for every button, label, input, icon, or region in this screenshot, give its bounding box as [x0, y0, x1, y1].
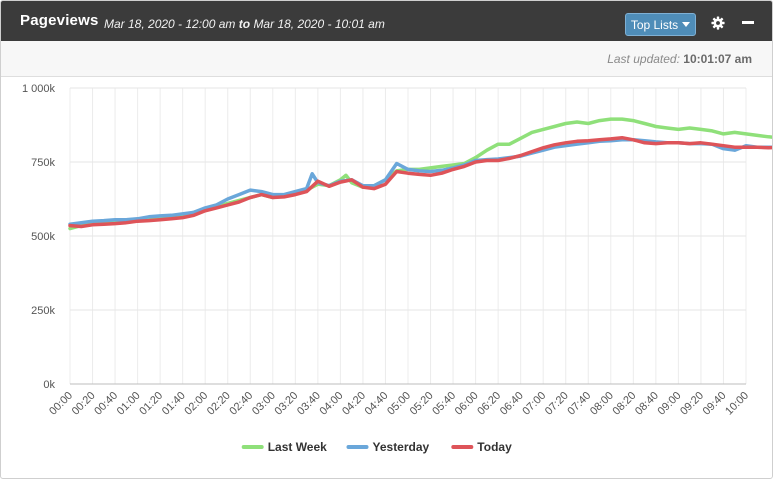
x-tick-label: 07:00 — [520, 390, 548, 418]
last-updated: Last updated: 10:01:07 am — [607, 52, 752, 66]
series-line-today — [68, 135, 772, 229]
x-tick-label: 06:00 — [453, 390, 481, 418]
x-tick-label: 07:20 — [543, 390, 571, 418]
date-range[interactable]: Mar 18, 2020 - 12:00 am to Mar 18, 2020 … — [104, 17, 385, 31]
x-tick-label: 06:40 — [498, 390, 526, 418]
x-tick-label: 09:20 — [678, 390, 706, 418]
range-start: Mar 18, 2020 - 12:00 am — [104, 17, 236, 31]
range-separator: to — [238, 17, 251, 31]
x-tick-label: 05:20 — [408, 390, 436, 418]
legend-label-yesterday: Yesterday — [373, 440, 430, 454]
y-tick-label: 250k — [31, 305, 55, 317]
x-tick-label: 02:00 — [182, 390, 210, 418]
top-lists-label: Top Lists — [630, 17, 679, 32]
x-tick-label: 09:00 — [656, 390, 684, 418]
x-tick-label: 01:40 — [160, 390, 188, 418]
x-tick-label: 05:40 — [430, 390, 458, 418]
x-tick-label: 00:20 — [70, 390, 98, 418]
x-tick-label: 07:40 — [565, 390, 593, 418]
x-tick-label: 04:20 — [340, 390, 368, 418]
x-tick-label: 03:20 — [273, 390, 301, 418]
x-tick-label: 05:00 — [385, 390, 413, 418]
caret-down-icon — [682, 22, 691, 27]
x-tick-label: 02:20 — [205, 390, 233, 418]
minimize-icon[interactable] — [742, 21, 754, 24]
x-tick-label: 06:20 — [475, 390, 503, 418]
last-updated-time: 10:01:07 am — [683, 52, 752, 66]
status-bar: Last updated: 10:01:07 am — [1, 41, 772, 77]
y-tick-label: 500k — [31, 231, 55, 243]
gear-icon[interactable] — [711, 16, 725, 30]
x-tick-label: 00:40 — [92, 390, 120, 418]
pageviews-chart: 00:00 00:20 00:40 01:00 01:20 01:40 02:00 02:20… — [1, 78, 772, 478]
x-tick-label: 01:00 — [115, 390, 143, 418]
x-tick-label: 02:40 — [227, 390, 255, 418]
legend-label-today: Today — [477, 440, 512, 454]
x-tick-label: 03:00 — [250, 390, 278, 418]
last-updated-label: Last updated: — [607, 52, 680, 66]
x-tick-label: 08:20 — [611, 390, 639, 418]
x-tick-label: 10:00 — [723, 390, 751, 418]
x-tick-label: 03:40 — [295, 390, 323, 418]
x-tick-label: 09:40 — [701, 390, 729, 418]
y-tick-label: 1 000k — [22, 83, 56, 95]
range-end: Mar 18, 2020 - 10:01 am — [253, 17, 385, 31]
widget-title: Pageviews — [20, 12, 99, 29]
y-tick-label: 0k — [43, 379, 55, 391]
widget-header: Pageviews Mar 18, 2020 - 12:00 am to Mar… — [1, 1, 772, 41]
x-tick-label: 08:40 — [633, 390, 661, 418]
chart-svg: 00:0000:2000:4001:0001:2001:4002:0002:20… — [22, 83, 772, 454]
top-lists-button[interactable]: Top Lists — [625, 13, 696, 36]
y-tick-label: 750k — [31, 157, 55, 169]
x-tick-label: 04:00 — [318, 390, 346, 418]
x-tick-label: 04:40 — [363, 390, 391, 418]
x-tick-label: 01:20 — [137, 390, 165, 418]
x-tick-label: 08:00 — [588, 390, 616, 418]
series-line-yesterday — [68, 138, 772, 226]
legend-label-last-week: Last Week — [268, 440, 327, 454]
x-tick-label: 00:00 — [47, 390, 75, 418]
